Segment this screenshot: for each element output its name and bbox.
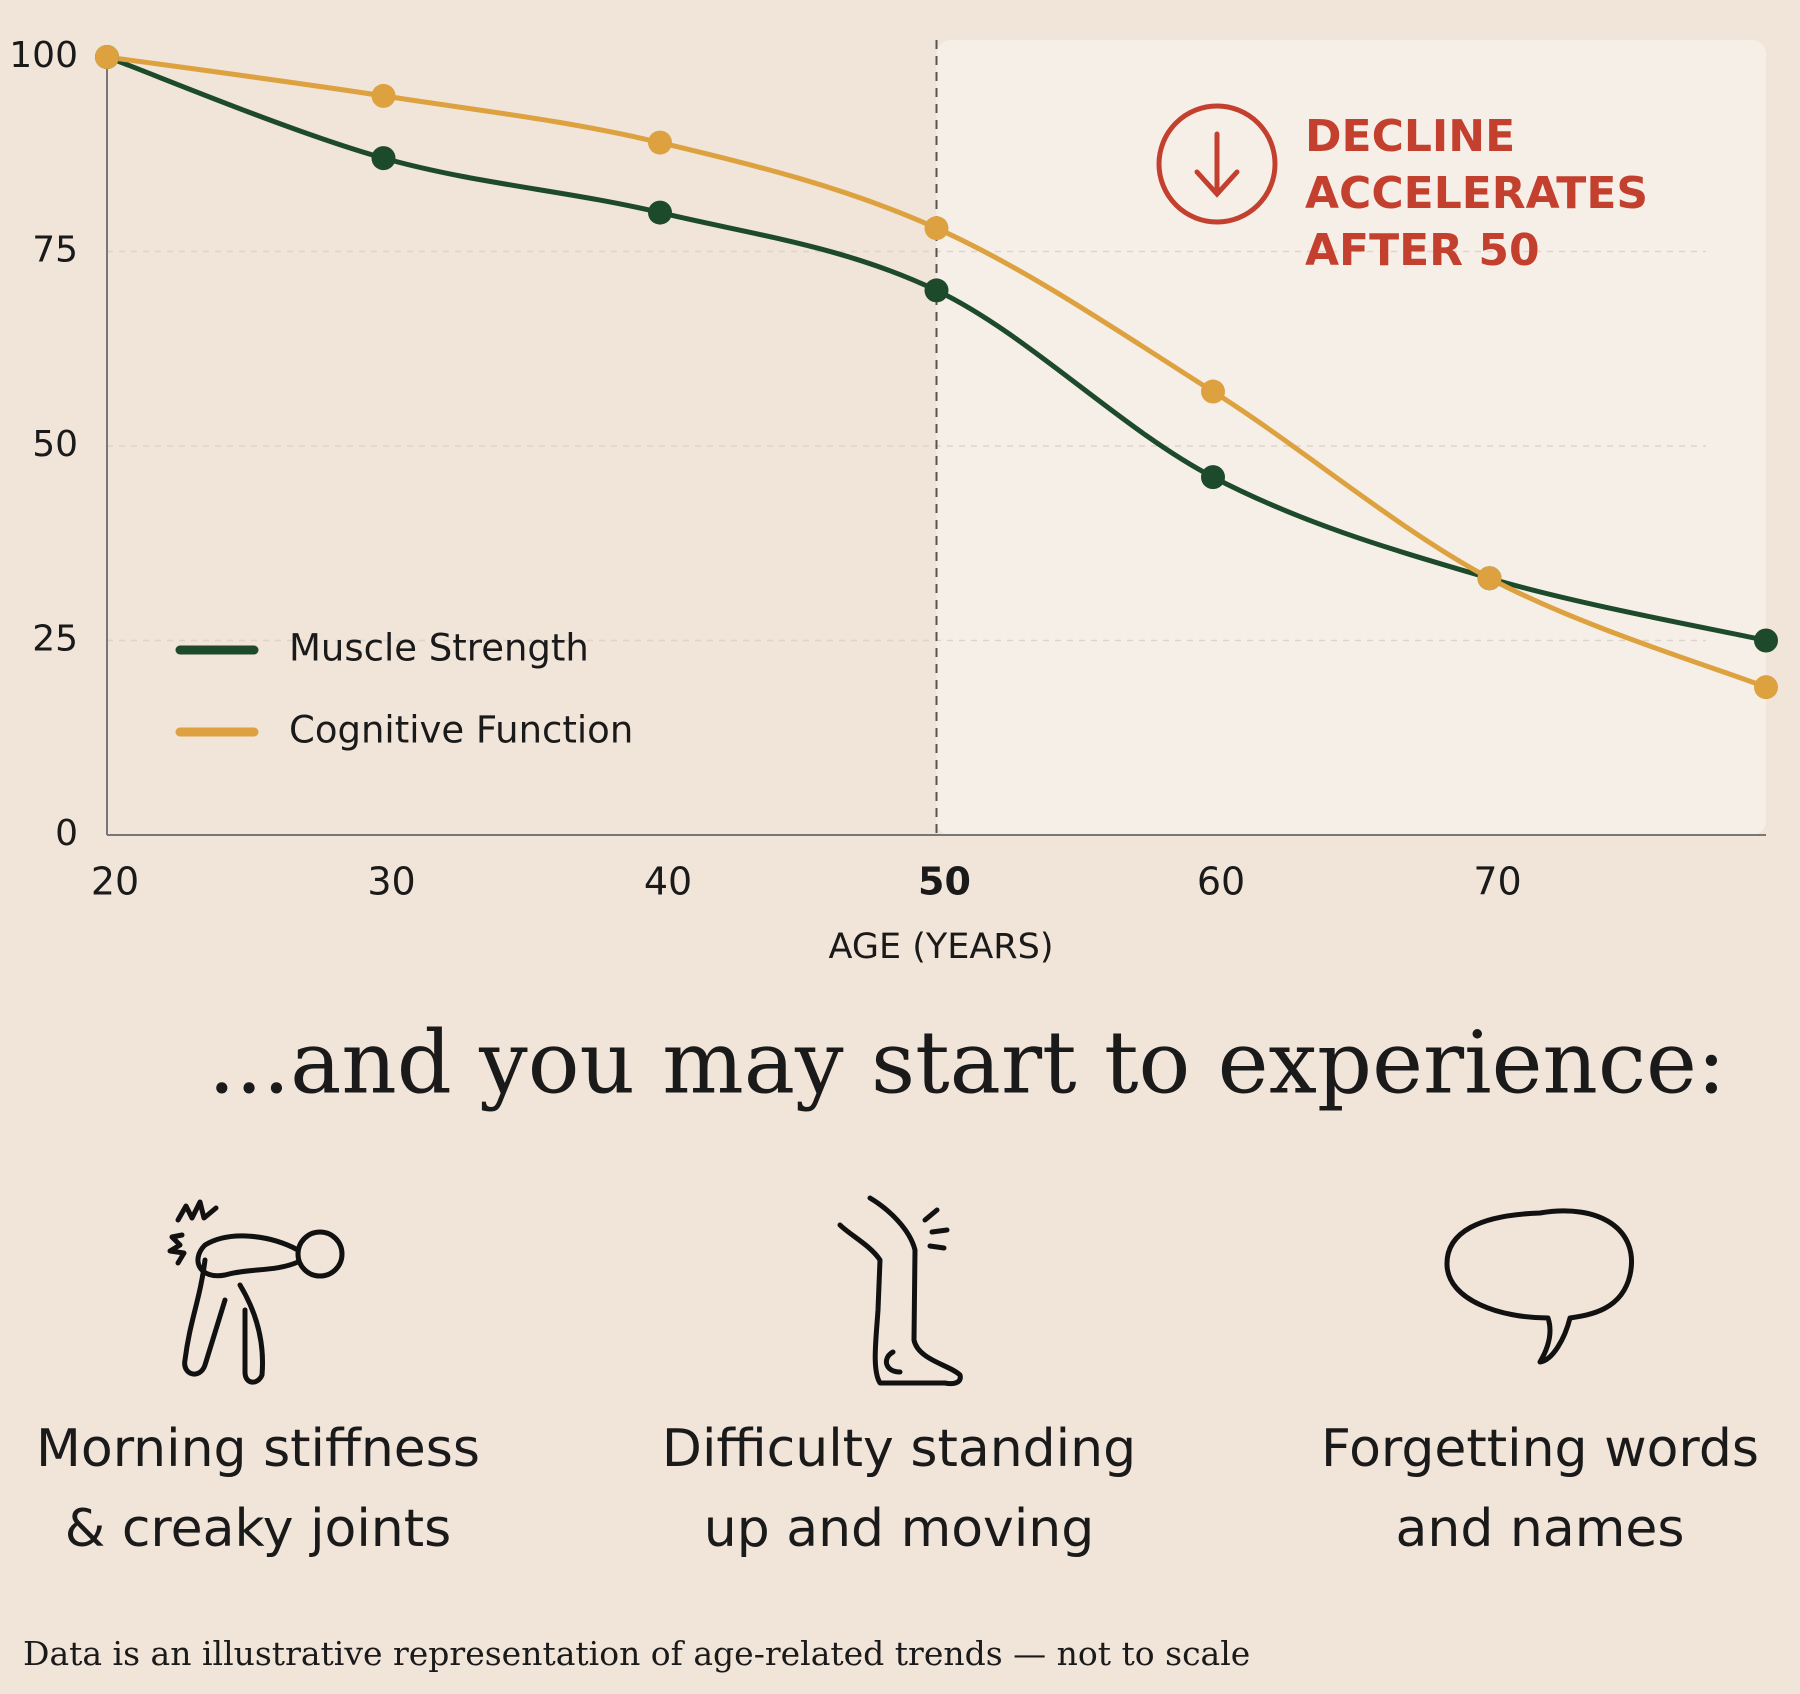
footnote: Data is an illustrative representation o… (23, 1634, 1250, 1673)
icon-back (167, 1199, 345, 1385)
annotation-text: ACCELERATES (1305, 168, 1648, 219)
y-tick-label: 25 (32, 619, 78, 660)
data-point (924, 216, 949, 241)
item-label: Difficulty standing (662, 1419, 1136, 1479)
annotation-icon (1156, 103, 1278, 225)
y-tick-label: 100 (9, 35, 78, 76)
item-label: up and moving (704, 1499, 1095, 1559)
item-label: Morning stiffness (36, 1419, 480, 1479)
x-tick-label: 40 (644, 860, 692, 904)
legend-label: Cognitive Function (289, 709, 633, 752)
data-point (1754, 675, 1778, 700)
y-tick-label: 50 (32, 424, 78, 465)
x-tick-label: 30 (367, 860, 415, 904)
y-tick-label: 0 (55, 813, 78, 854)
data-point (1477, 566, 1502, 591)
x-tick-label: 70 (1473, 860, 1521, 904)
icon-speech (1444, 1208, 1634, 1365)
icon-knee (837, 1195, 963, 1387)
heading: ...and you may start to experience: (208, 1014, 1726, 1114)
x-axis-title: AGE (YEARS) (829, 927, 1054, 967)
annotation-arrow (1194, 131, 1240, 198)
annotation-text: AFTER 50 (1305, 225, 1540, 276)
x-tick-label: 50 (918, 860, 971, 904)
data-point (648, 130, 672, 155)
x-tick-label: 20 (91, 860, 139, 904)
data-point (648, 200, 672, 225)
item-label: and names (1396, 1499, 1685, 1559)
data-point (1201, 465, 1225, 490)
chart: 0 25 50 75 100 20 30 40 50 60 70 AGE (YEARS) DECLINE… (9, 35, 1778, 967)
data-point (924, 278, 949, 303)
data-point (1754, 628, 1778, 653)
highlight-panel (936, 40, 1766, 835)
y-tick-label: 75 (32, 230, 78, 271)
data-point (95, 45, 119, 69)
legend-label: Muscle Strength (289, 627, 589, 670)
annotation-text: DECLINE (1305, 111, 1515, 162)
item-label: & creaky joints (65, 1499, 451, 1559)
x-tick-label: 60 (1197, 860, 1245, 904)
items: Morning stiffness & creaky joints Difficul… (36, 1419, 1759, 1559)
data-point (1201, 379, 1225, 404)
data-point (371, 83, 396, 108)
item-label: Forgetting words (1321, 1419, 1759, 1479)
data-point (371, 146, 396, 171)
